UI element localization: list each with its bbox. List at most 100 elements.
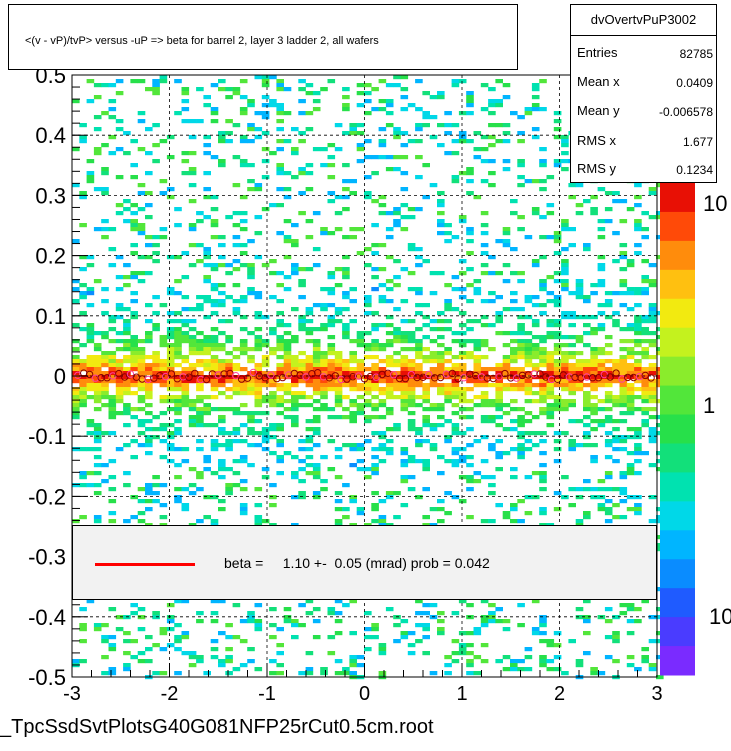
heatmap-cell [327, 467, 336, 472]
heatmap-cell [203, 367, 211, 372]
heatmap-cell [283, 111, 292, 116]
heatmap-cell [72, 399, 80, 404]
heatmap-cell [93, 519, 102, 524]
heatmap-cell [298, 191, 306, 196]
heatmap-cell [458, 415, 467, 420]
heatmap-cell [247, 615, 255, 620]
heatmap-cell [174, 311, 182, 316]
heatmap-cell [137, 183, 146, 188]
heatmap-cell [152, 83, 160, 88]
heatmap-cell [72, 391, 80, 396]
heatmap-cell [502, 307, 511, 312]
heatmap-cell [364, 627, 372, 632]
heatmap-cell [422, 627, 430, 632]
heatmap-cell [480, 159, 489, 164]
heatmap-cell [517, 343, 525, 348]
heatmap-cell [72, 411, 80, 416]
heatmap-cell [101, 299, 109, 304]
heatmap-cell [196, 611, 204, 616]
heatmap-cell [305, 395, 314, 400]
heatmap-cell [261, 475, 270, 480]
heatmap-cell [480, 403, 489, 408]
heatmap-cell [604, 391, 613, 396]
heatmap-cell [437, 611, 445, 616]
heatmap-cell [247, 647, 255, 652]
heatmap-cell [400, 479, 409, 484]
heatmap-cell [232, 367, 241, 372]
heatmap-cell [415, 443, 423, 448]
heatmap-cell [269, 659, 277, 664]
heatmap-cell [634, 223, 642, 228]
heatmap-cell [254, 127, 263, 132]
heatmap-cell [334, 363, 343, 368]
heatmap-cell [115, 627, 124, 632]
heatmap-cell [502, 511, 511, 516]
heatmap-cell [488, 619, 496, 624]
profile-point [419, 373, 427, 381]
heatmap-cell [291, 147, 299, 152]
heatmap-cell [320, 479, 328, 484]
heatmap-cell [334, 307, 343, 312]
heatmap-cell [86, 287, 95, 292]
heatmap-cell [349, 415, 357, 420]
heatmap-cell [634, 407, 642, 412]
x-tick-label: 1 [456, 683, 467, 705]
heatmap-cell [437, 219, 445, 224]
heatmap-cell [407, 359, 416, 364]
heatmap-cell [210, 339, 219, 344]
heatmap-cell [305, 471, 314, 476]
heatmap-cell [349, 379, 357, 384]
heatmap-cell [393, 423, 401, 428]
heatmap-cell [123, 387, 131, 392]
heatmap-cell [210, 447, 219, 452]
heatmap-cell [378, 99, 387, 104]
heatmap-cell [364, 635, 372, 640]
stats-histogram-name: dvOvertvPuP3002 [571, 5, 716, 36]
heatmap-cell [79, 383, 87, 388]
heatmap-cell [590, 395, 598, 400]
heatmap-cell [188, 655, 197, 660]
heatmap-cell [261, 435, 270, 440]
heatmap-cell [422, 259, 430, 264]
heatmap-cell [626, 207, 635, 212]
heatmap-cell [378, 107, 387, 112]
heatmap-cell [458, 171, 467, 176]
heatmap-cell [218, 303, 226, 308]
heatmap-cell [626, 371, 635, 376]
heatmap-cell [174, 331, 182, 336]
heatmap-cell [298, 211, 306, 216]
heatmap-cell [539, 451, 547, 456]
heatmap-cell [269, 331, 277, 336]
heatmap-cell [320, 307, 328, 312]
heatmap-cell [115, 79, 124, 84]
heatmap-cell [108, 431, 117, 436]
heatmap-cell [247, 99, 255, 104]
heatmap-cell [378, 431, 387, 436]
heatmap-cell [225, 491, 233, 496]
heatmap-cell [400, 107, 409, 112]
heatmap-cell [531, 207, 540, 212]
heatmap-cell [597, 283, 606, 288]
heatmap-cell [196, 471, 204, 476]
heatmap-cell [517, 339, 525, 344]
heatmap-cell [247, 139, 255, 144]
heatmap-cell [444, 439, 452, 444]
heatmap-cell [181, 275, 190, 280]
heatmap-cell [115, 399, 124, 404]
heatmap-cell [210, 611, 219, 616]
palette-segment [660, 385, 695, 416]
heatmap-cell [590, 667, 598, 672]
heatmap-cell [590, 291, 598, 296]
heatmap-cell [298, 139, 306, 144]
heatmap-cell [575, 419, 584, 424]
heatmap-cell [400, 171, 409, 176]
heatmap-cell [626, 387, 635, 392]
heatmap-cell [429, 339, 438, 344]
heatmap-cell [312, 359, 321, 364]
heatmap-cell [101, 311, 109, 316]
heatmap-cell [239, 159, 248, 164]
heatmap-cell [480, 615, 489, 620]
heatmap-cell [247, 391, 255, 396]
heatmap-cell [312, 355, 321, 360]
heatmap-cell [378, 295, 387, 300]
